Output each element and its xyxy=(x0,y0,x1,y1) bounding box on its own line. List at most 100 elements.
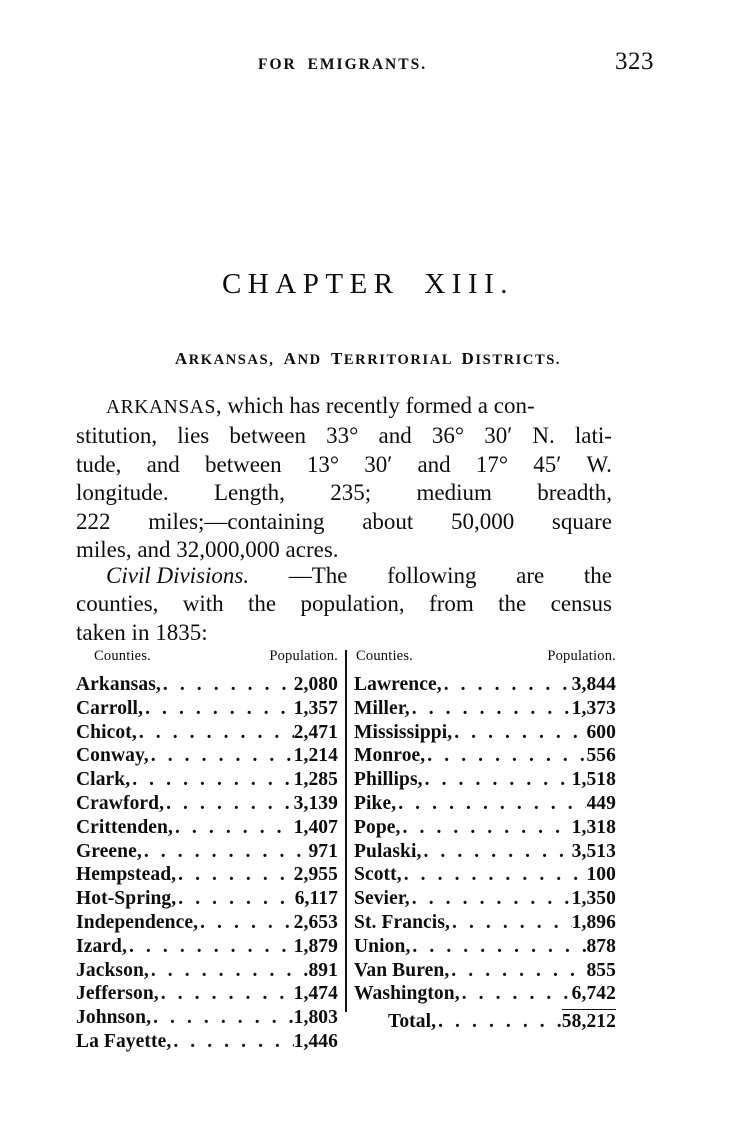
county-name: Lawrence, xyxy=(354,674,442,695)
table-row: Jefferson,. . . . . . . . . . . . . . . … xyxy=(76,983,338,1007)
paragraph-word: lati- xyxy=(574,423,612,449)
paragraph-word: breadth, xyxy=(537,480,612,506)
counties-population-table: Counties. Population. Arkansas,. . . . .… xyxy=(76,648,616,1052)
paragraph-word: —The xyxy=(288,563,348,588)
paragraph-word: 30′ xyxy=(364,451,393,477)
county-population: 2,955 xyxy=(293,864,338,886)
table-row: Arkansas,. . . . . . . . . . . . . . . .… xyxy=(76,674,338,698)
leader-dots: . . . . . . . . . . . . . . . . . . . . … xyxy=(150,959,309,981)
chapter-subtitle-cap-4: D xyxy=(461,349,476,368)
county-name: Izard, xyxy=(76,935,127,957)
paragraph-word: from xyxy=(429,591,474,617)
running-head-title: FOR EMIGRANTS. xyxy=(258,56,428,73)
county-population: 1,879 xyxy=(293,935,338,957)
county-population: 58,212 xyxy=(561,1009,616,1033)
chapter-subtitle-part-4: ISTRICTS. xyxy=(475,352,562,368)
county-name: Hot-Spring, xyxy=(76,888,177,910)
civil-divisions-italic: Civil Divisions. xyxy=(106,563,250,588)
leader-dots: . . . . . . . . . . . . . . . . . . . . … xyxy=(398,792,586,814)
chapter-title: CHAPTER XIII. xyxy=(221,268,515,300)
county-name: Miller, xyxy=(354,697,410,719)
paragraph-line: stitution, lies between 33° and 36° 30′ N. lati- xyxy=(76,422,612,450)
county-name: Arkansas, xyxy=(76,674,161,695)
column-header-counties: Counties. xyxy=(94,648,151,664)
leader-dots: . . . . . . . . . . . . . . . . . . . . … xyxy=(174,816,294,838)
leader-dots: . . . . . . . . . . . . . . . . . . . . … xyxy=(451,959,586,981)
county-name: Carroll, xyxy=(76,697,144,719)
paragraph-line: tude, and between 13° 30′ and 17° 45′ W. xyxy=(76,451,612,479)
leader-dots: . . . . . . . . . . . . . . . . . . . . … xyxy=(438,1011,562,1033)
county-name: Hempstead, xyxy=(76,864,177,886)
county-name: Johnson, xyxy=(76,1007,152,1029)
table-column-divider xyxy=(345,650,347,1012)
paragraph-word: 50,000 xyxy=(450,508,515,534)
table-header-left: Counties. Population. xyxy=(76,648,338,674)
leader-dots: . . . . . . . . . . . . . . . . . . . . … xyxy=(173,1030,293,1052)
county-population: 6,742 xyxy=(571,983,616,1005)
table-row: Lawrence,. . . . . . . . . . . . . . . .… xyxy=(354,674,616,698)
county-name: St. Francis, xyxy=(354,911,450,933)
county-name: Total, xyxy=(388,1011,437,1033)
table-row: Mississippi,. . . . . . . . . . . . . . … xyxy=(354,722,616,746)
leader-dots: . . . . . . . . . . . . . . . . . . . . … xyxy=(412,935,586,957)
county-population: 100 xyxy=(586,864,616,886)
leader-dots: . . . . . . . . . . . . . . . . . . . . … xyxy=(132,769,294,791)
paragraph-word: and xyxy=(417,451,451,477)
civil-divisions-label: Civil Divisions. xyxy=(76,562,249,590)
leader-dots: . . . . . . . . . . . . . . . . . . . . … xyxy=(145,697,294,719)
county-population: 3,513 xyxy=(571,840,616,862)
county-population: 971 xyxy=(308,840,338,862)
table-row: Greene,. . . . . . . . . . . . . . . . .… xyxy=(76,841,338,865)
paragraph-line: longitude. Length, 235; medium breadth, xyxy=(76,479,612,507)
leader-dots: . . . . . . . . . . . . . . . . . . . . … xyxy=(150,745,294,767)
county-name: Washington, xyxy=(354,983,460,1005)
county-population: 556 xyxy=(586,745,616,767)
county-name: Van Buren, xyxy=(354,959,450,981)
county-name: La Fayette, xyxy=(76,1030,172,1052)
chapter-subtitle-part-1: RKANSAS, xyxy=(188,352,284,368)
paragraph-word: and xyxy=(146,451,180,477)
leader-dots: . . . . . . . . . . . . . . . . . . . . … xyxy=(143,840,309,862)
county-name: Phillips, xyxy=(354,769,423,791)
table-row: Phillips,. . . . . . . . . . . . . . . .… xyxy=(354,769,616,793)
paragraph-word: 222 xyxy=(76,508,111,534)
paragraph-word: 235; xyxy=(330,480,372,506)
paragraph-word: between xyxy=(229,423,307,449)
county-name: Pike, xyxy=(354,792,397,814)
chapter-subtitle-cap-2: A xyxy=(283,349,298,368)
column-header-population: Population. xyxy=(547,648,616,664)
county-population: 1,896 xyxy=(571,911,616,933)
paragraph-line: counties, with the population, from the census xyxy=(76,590,612,618)
county-population: 449 xyxy=(586,792,616,814)
county-name: Greene, xyxy=(76,840,142,862)
county-name: Independence, xyxy=(76,911,199,933)
table-column-left: Counties. Population. Arkansas,. . . . .… xyxy=(76,648,338,1055)
lead-word-arkansas: ARKANSAS xyxy=(106,397,216,418)
table-row: Independence,. . . . . . . . . . . . . .… xyxy=(76,912,338,936)
county-name: Scott, xyxy=(354,864,402,886)
county-population: 1,518 xyxy=(571,769,616,791)
table-column-right: Counties. Population. Lawrence,. . . . .… xyxy=(354,648,616,1033)
county-name: Crawford, xyxy=(76,792,165,814)
leader-dots: . . . . . . . . . . . . . . . . . . . . … xyxy=(162,674,294,695)
county-population: 1,446 xyxy=(293,1030,338,1052)
table-row: Pike,. . . . . . . . . . . . . . . . . .… xyxy=(354,793,616,817)
leader-dots: . . . . . . . . . . . . . . . . . . . . … xyxy=(153,1007,294,1029)
table-row: Monroe,. . . . . . . . . . . . . . . . .… xyxy=(354,745,616,769)
paragraph-word: counties, xyxy=(76,591,159,617)
county-name: Crittenden, xyxy=(76,816,173,838)
table-row: St. Francis,. . . . . . . . . . . . . . … xyxy=(354,912,616,936)
table-header-right: Counties. Population. xyxy=(354,648,616,674)
table-row: Johnson,. . . . . . . . . . . . . . . . … xyxy=(76,1007,338,1031)
county-population: 878 xyxy=(586,935,616,957)
leader-dots: . . . . . . . . . . . . . . . . . . . . … xyxy=(178,864,294,886)
leader-dots: . . . . . . . . . . . . . . . . . . . . … xyxy=(454,721,586,743)
paragraph-word: medium xyxy=(416,480,492,506)
table-row: Hot-Spring,. . . . . . . . . . . . . . .… xyxy=(76,888,338,912)
paragraph-word: stitution, xyxy=(76,423,158,449)
county-population: 891 xyxy=(308,959,338,981)
leader-dots: . . . . . . . . . . . . . . . . . . . . … xyxy=(128,935,294,957)
county-population: 1,803 xyxy=(293,1007,338,1029)
county-name: Pulaski, xyxy=(354,840,422,862)
